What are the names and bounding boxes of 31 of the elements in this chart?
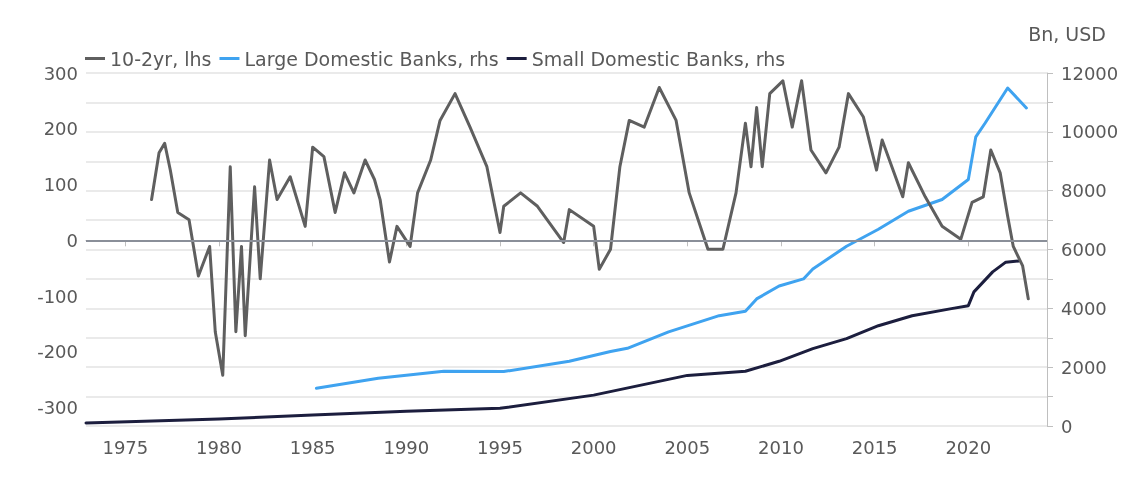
x-tick-label: 2000 bbox=[570, 436, 617, 458]
x-tick-label: 1980 bbox=[196, 436, 242, 458]
legend-label: 10-2yr, lhs bbox=[110, 47, 212, 70]
x-tick-label: 2015 bbox=[851, 436, 898, 458]
x-tick-label: 2010 bbox=[758, 436, 804, 458]
line-series bbox=[150, 79, 1030, 377]
y2-tick-label: 2000 bbox=[1061, 356, 1107, 378]
y-tick-label: -300 bbox=[37, 397, 78, 419]
y2-tick-label: 10000 bbox=[1061, 121, 1119, 143]
line-series bbox=[84, 259, 1021, 425]
x-tick-label: 1995 bbox=[477, 436, 523, 458]
y-tick-label: -100 bbox=[37, 285, 78, 307]
x-tick-label: 1975 bbox=[102, 436, 149, 458]
x-tick-label: 2020 bbox=[945, 436, 992, 458]
y-tick-label: 300 bbox=[43, 62, 78, 84]
y-tick-label: 100 bbox=[43, 174, 78, 196]
x-tick-label: 2005 bbox=[664, 436, 711, 458]
y2-tick-label: 8000 bbox=[1061, 180, 1107, 202]
y-tick-label: 0 bbox=[66, 229, 78, 251]
y2-tick-label: 0 bbox=[1061, 415, 1073, 437]
y-tick-label: 200 bbox=[43, 118, 78, 140]
x-tick-label: 1990 bbox=[383, 436, 430, 458]
y2-tick-label: 4000 bbox=[1061, 297, 1107, 319]
y-tick-label: -200 bbox=[37, 341, 78, 363]
y2-tick-label: 6000 bbox=[1061, 239, 1107, 260]
legend-label: Large Domestic Banks, rhs bbox=[244, 47, 499, 70]
y2-tick-label: 12000 bbox=[1061, 62, 1119, 84]
y2-axis-title: Bn, USD bbox=[1028, 22, 1106, 45]
x-tick-label: 1985 bbox=[289, 436, 336, 458]
legend-label: Small Domestic Banks, rhs bbox=[531, 47, 786, 70]
line-series bbox=[314, 86, 1028, 390]
